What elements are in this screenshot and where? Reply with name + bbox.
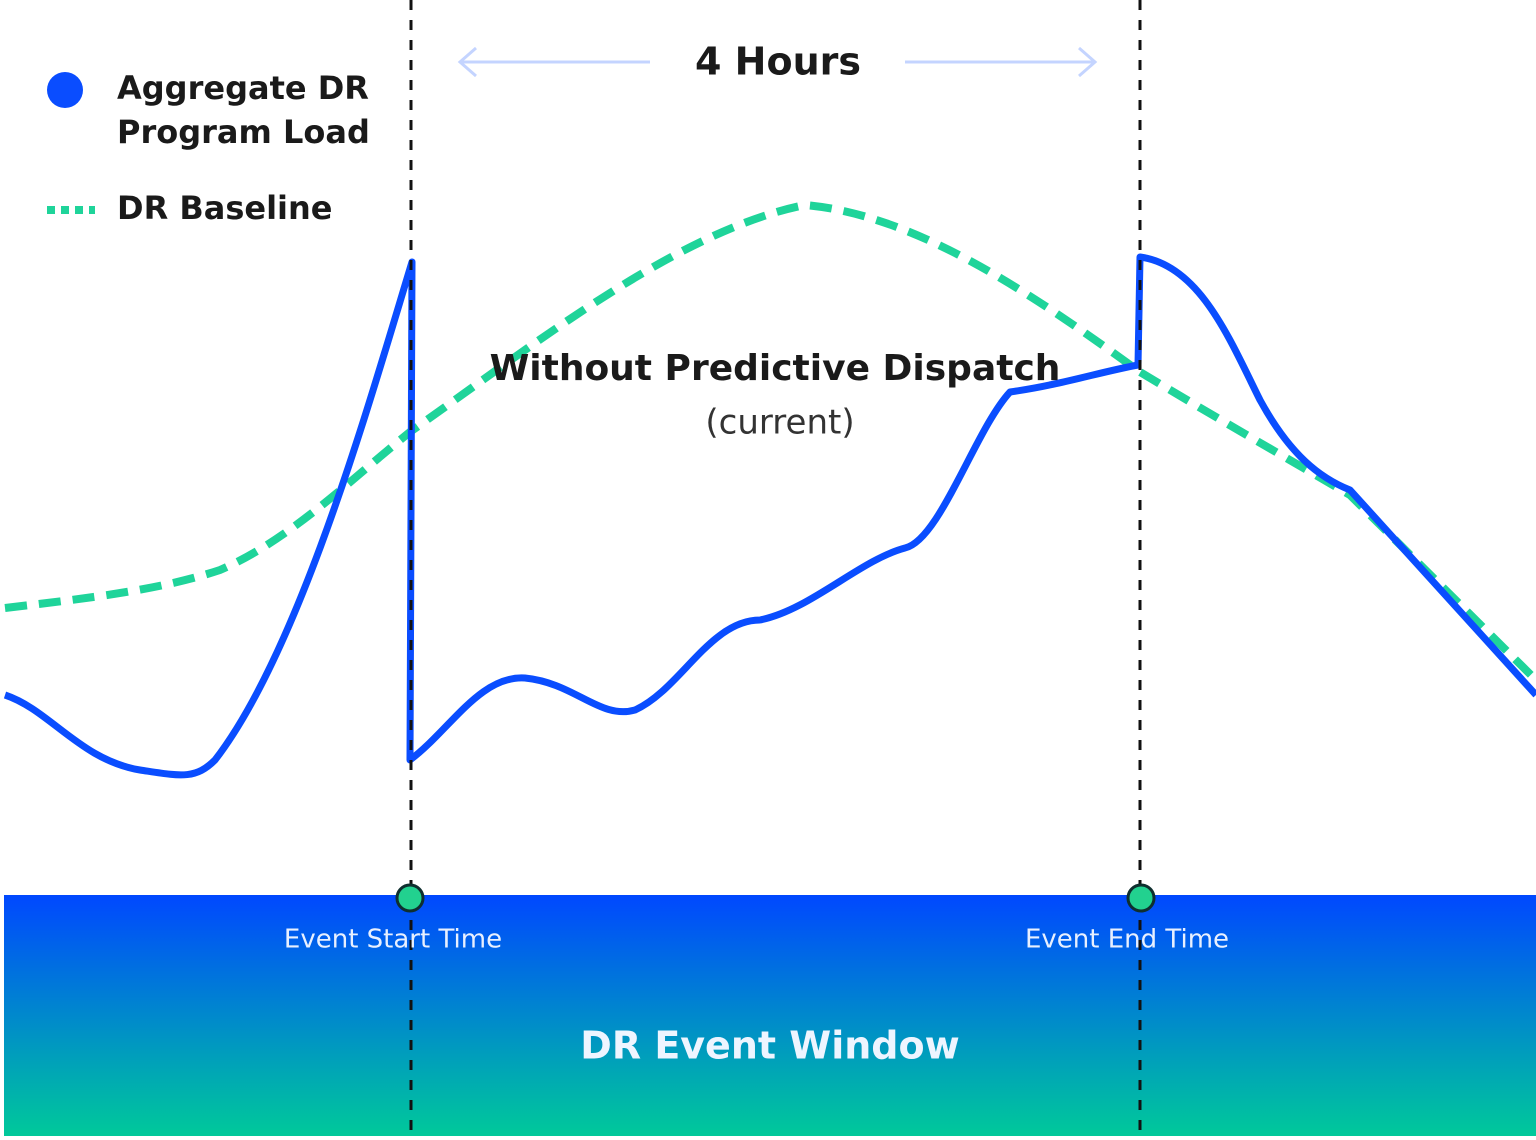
legend-baseline-label: DR Baseline bbox=[117, 189, 333, 227]
window-label: DR Event Window bbox=[580, 1024, 959, 1068]
annotation-title: Without Predictive Dispatch bbox=[490, 348, 1061, 389]
end-marker bbox=[1126, 883, 1156, 913]
event-boundaries bbox=[409, 0, 1142, 1136]
legend-load-swatch bbox=[47, 72, 83, 108]
duration-label: 4 Hours bbox=[695, 40, 861, 84]
event-window-band bbox=[4, 895, 1536, 1136]
start-marker bbox=[395, 883, 425, 913]
start-label: Event Start Time bbox=[284, 925, 502, 955]
end-label: Event End Time bbox=[1025, 925, 1229, 955]
legend-load-label: Program Load bbox=[117, 113, 370, 151]
legend-load-label: Aggregate DR bbox=[117, 69, 369, 107]
load-curve bbox=[3, 253, 1536, 779]
annotation-subtitle: (current) bbox=[705, 403, 854, 443]
baseline-curve bbox=[4, 200, 1536, 683]
duration-arrows bbox=[457, 46, 1098, 78]
